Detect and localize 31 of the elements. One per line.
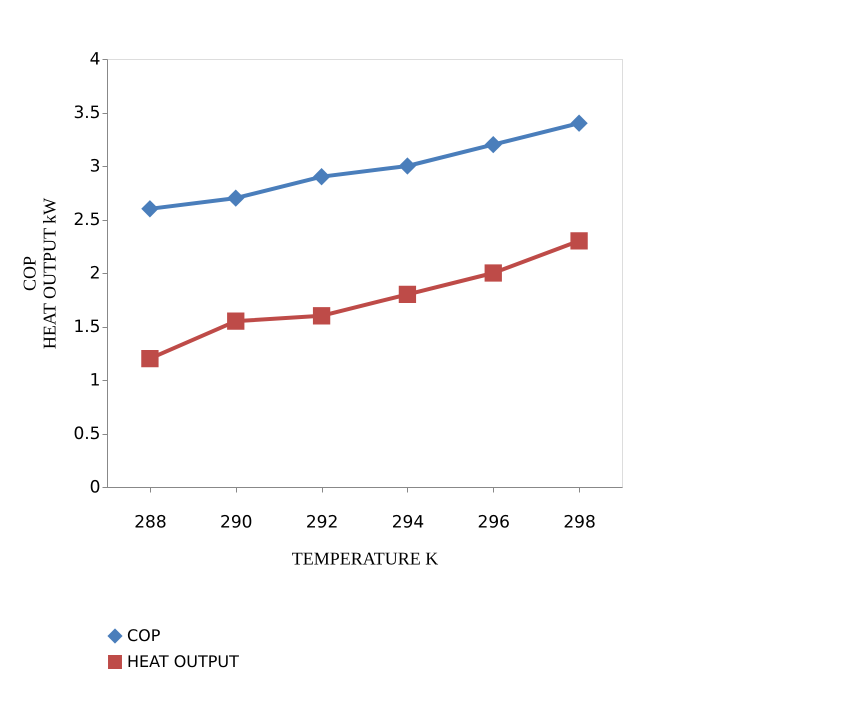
x-tick-label: 290 — [220, 512, 252, 532]
point — [398, 157, 416, 175]
y-tick-label: 0 — [90, 478, 100, 498]
legend-label: COP — [127, 626, 161, 645]
y-tick-label: 3 — [90, 156, 100, 176]
y-axis-title: COP HEAT OUTPUT kW — [19, 198, 60, 350]
point — [484, 264, 502, 282]
y-tick-label: 4 — [90, 50, 100, 70]
legend-label: HEAT OUTPUT — [127, 652, 240, 671]
point — [227, 312, 244, 330]
x-tick-label: 288 — [134, 512, 167, 532]
x-tick-label: 296 — [478, 512, 510, 532]
point — [141, 350, 159, 368]
y-tick-label: 2 — [90, 264, 100, 284]
x-axis-title: TEMPERATURE K — [292, 548, 438, 568]
x-tick-label: 294 — [392, 512, 424, 532]
y-tick-label: 3.5 — [73, 103, 100, 123]
y-tick-label: 1 — [90, 370, 100, 390]
point — [312, 307, 330, 324]
point — [227, 189, 244, 207]
x-tick-label: 292 — [306, 512, 338, 532]
point — [141, 200, 159, 218]
point — [312, 168, 330, 186]
point — [398, 286, 416, 304]
y-tick-label: 2.5 — [73, 210, 100, 230]
point — [484, 136, 502, 154]
x-tick-label: 298 — [563, 512, 596, 532]
point — [570, 114, 588, 132]
point — [570, 232, 588, 250]
y-tick-label: 1.5 — [73, 317, 100, 337]
y-tick-label: 0.5 — [73, 424, 100, 444]
